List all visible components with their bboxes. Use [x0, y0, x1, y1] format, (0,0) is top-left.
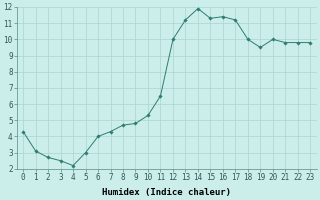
X-axis label: Humidex (Indice chaleur): Humidex (Indice chaleur)	[102, 188, 231, 197]
